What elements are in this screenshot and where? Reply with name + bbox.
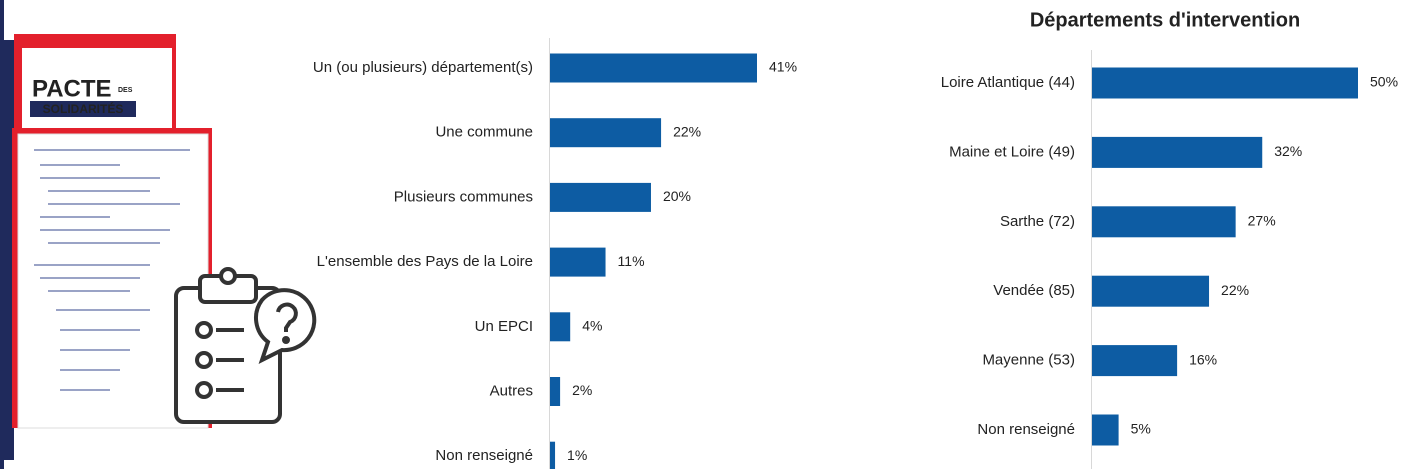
charts: Départements d'intervention Un (ou plusi… (313, 9, 1398, 469)
category-label: Non renseigné (977, 421, 1075, 438)
category-label: Vendée (85) (993, 282, 1075, 299)
bar (550, 247, 606, 277)
value-label: 22% (1221, 282, 1249, 298)
value-label: 27% (1248, 213, 1276, 229)
category-label: Un (ou plusieurs) département(s) (313, 59, 533, 76)
bar (550, 118, 662, 148)
category-label: Non renseigné (435, 447, 533, 464)
value-label: 4% (582, 318, 602, 334)
category-label: Une commune (435, 124, 533, 141)
logo-band (30, 101, 136, 117)
value-label: 41% (769, 59, 797, 75)
logo: PACTE (32, 75, 112, 102)
bar (1092, 414, 1119, 446)
category-label: Loire Atlantique (44) (941, 74, 1075, 91)
category-label: Plusieurs communes (394, 188, 533, 205)
value-label: 20% (663, 188, 691, 204)
illustration: PACTE DES SOLIDARITÉS (0, 0, 317, 469)
bar (550, 312, 571, 342)
bar (1092, 136, 1263, 168)
value-label: 5% (1131, 421, 1151, 437)
bar (1092, 275, 1210, 307)
category-label: Un EPCI (475, 318, 533, 335)
category-label: Maine et Loire (49) (949, 143, 1075, 160)
logo-sub: SOLIDARITÉS (43, 101, 124, 116)
bar (550, 377, 561, 406)
bar (1092, 67, 1358, 99)
value-label: 32% (1274, 143, 1302, 159)
value-label: 22% (673, 123, 701, 139)
category-label: L'ensemble des Pays de la Loire (317, 253, 533, 270)
clipboard-icon (174, 267, 317, 424)
value-label: 50% (1370, 74, 1398, 90)
category-label: Autres (490, 382, 533, 399)
bar (1092, 345, 1178, 377)
bar (550, 53, 757, 83)
value-label: 11% (618, 253, 645, 269)
bar (550, 182, 651, 212)
cover-spine (0, 40, 14, 460)
bar (550, 441, 556, 469)
chart-title: Départements d'intervention (1030, 9, 1300, 31)
category-label: Mayenne (53) (982, 352, 1075, 369)
value-label: 1% (567, 447, 587, 463)
category-label: Sarthe (72) (1000, 213, 1075, 230)
doc-lines (34, 149, 190, 391)
value-label: 16% (1189, 351, 1217, 367)
logo-des: DES (118, 87, 133, 94)
bar (1092, 206, 1236, 238)
value-label: 2% (572, 382, 592, 398)
